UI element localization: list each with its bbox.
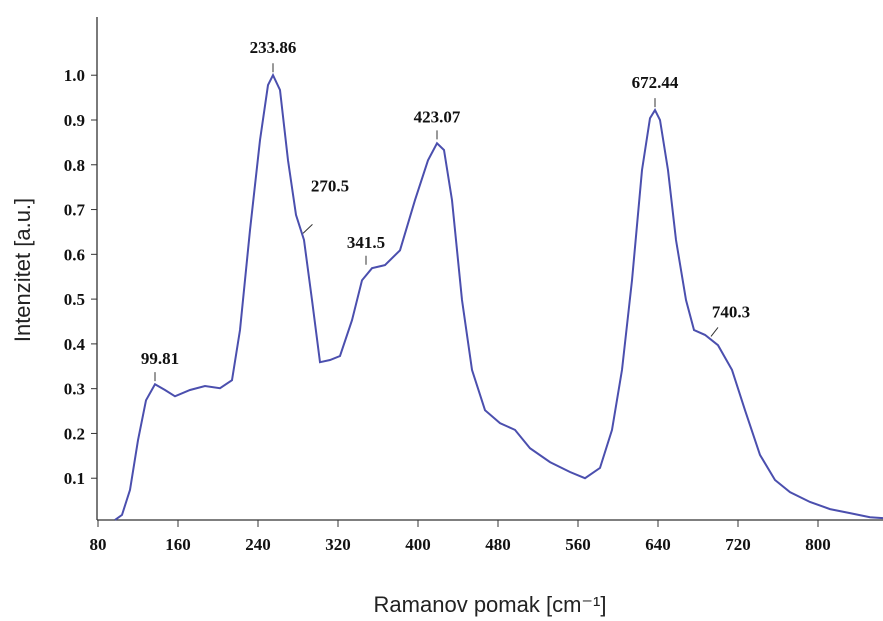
y-tick-label: 1.0 (64, 66, 85, 85)
x-axis-title: Ramanov pomak [cm⁻¹] (374, 592, 607, 617)
x-tick-label: 240 (245, 535, 271, 554)
annotation: 99.81 (141, 349, 179, 368)
x-tick-label: 640 (645, 535, 671, 554)
y-tick-label: 0.2 (64, 424, 85, 443)
y-tick-label: 0.7 (64, 201, 86, 220)
annotation: 233.86 (250, 38, 297, 57)
x-tick-label: 160 (165, 535, 191, 554)
annotation: 672.44 (632, 73, 679, 92)
annotation-leader (302, 224, 313, 234)
x-tick-label: 720 (725, 535, 751, 554)
x-tick-label: 80 (90, 535, 107, 554)
x-tick-label: 320 (325, 535, 351, 554)
y-tick-label: 0.6 (64, 245, 85, 264)
y-tick-label: 0.4 (64, 335, 86, 354)
y-tick-label: 0.3 (64, 380, 85, 399)
y-tick-label: 0.9 (64, 111, 85, 130)
x-tick-label: 400 (405, 535, 431, 554)
y-axis-title: Intenzitet [a.u.] (10, 198, 35, 342)
spectrum-line (114, 72, 883, 521)
annotation-leader (710, 327, 719, 337)
y-tick-label: 0.1 (64, 469, 85, 488)
annotation: 740.3 (712, 302, 750, 321)
annotation: 270.5 (311, 176, 349, 195)
y-tick-label: 0.5 (64, 290, 85, 309)
x-tick-label: 480 (485, 535, 511, 554)
annotation: 423.07 (414, 107, 461, 126)
x-tick-label: 800 (805, 535, 831, 554)
y-tick-label: 0.8 (64, 156, 85, 175)
x-tick-label: 560 (565, 535, 591, 554)
annotation: 341.5 (347, 233, 385, 252)
